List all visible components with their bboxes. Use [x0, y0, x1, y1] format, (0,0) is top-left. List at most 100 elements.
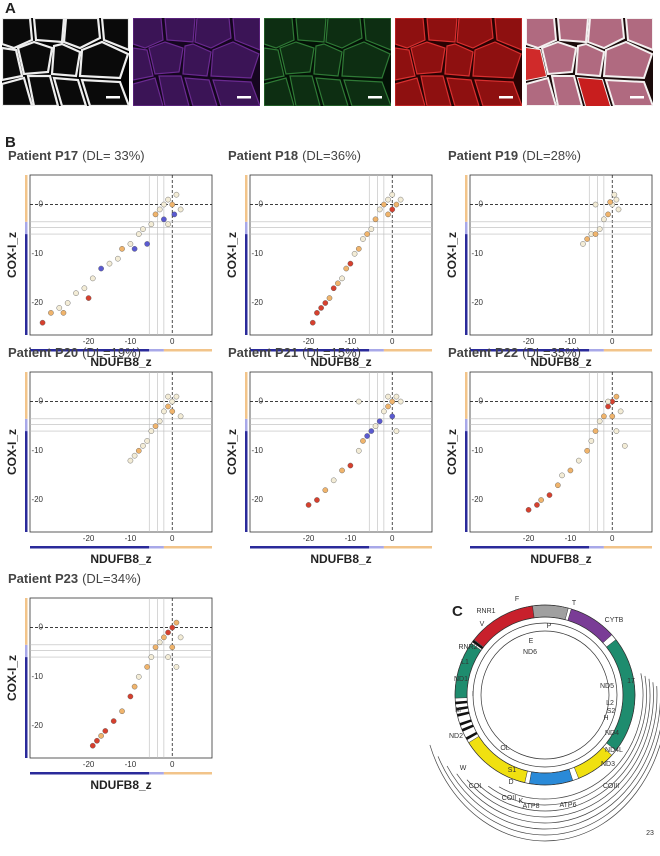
class-bar — [245, 221, 248, 235]
point — [161, 216, 167, 223]
micrograph — [133, 18, 260, 106]
scatter-plot: Patient P19 (DL=28%) -20 -10 0 0 -10 -20 NDUFB8_… — [445, 148, 653, 369]
point — [119, 246, 125, 252]
point — [601, 216, 607, 223]
y-tick-label: -10 — [251, 249, 263, 258]
gene-label: D — [508, 779, 513, 786]
class-bar — [250, 546, 370, 549]
class-bar — [245, 372, 248, 419]
class-bar — [25, 644, 28, 658]
point — [177, 634, 184, 641]
y-tick-label: -20 — [471, 298, 483, 307]
class-bar — [250, 349, 370, 352]
gene-label: OL — [500, 745, 509, 752]
chart-title: Patient P17 (DL= 33%) — [8, 148, 145, 163]
point — [364, 433, 370, 439]
gene-label: T — [572, 600, 577, 607]
chart-title: Patient P18 (DL=36%) — [228, 148, 361, 163]
class-bar — [465, 175, 468, 222]
trna-mark — [455, 706, 469, 711]
x-tick-label: -20 — [523, 534, 535, 543]
point — [131, 452, 138, 459]
class-bar — [163, 546, 212, 549]
point — [152, 211, 159, 218]
point — [355, 398, 362, 405]
point — [364, 231, 370, 237]
point — [397, 196, 404, 203]
micrograph — [395, 18, 522, 106]
y-axis-label: COX-I_z — [5, 655, 19, 701]
gene-label: RNR2 — [458, 644, 477, 651]
gene-label: ND4 — [605, 730, 619, 737]
plot-frame — [469, 174, 653, 336]
gene-label: ND1 — [454, 676, 468, 683]
point — [144, 664, 150, 670]
title-dl: (DL=15%) — [302, 345, 361, 360]
y-tick-label: -10 — [471, 249, 483, 258]
point — [314, 310, 320, 316]
trna-mark — [472, 639, 484, 650]
plot-frame — [249, 174, 433, 336]
point — [555, 482, 561, 489]
panel-label: A — [5, 0, 16, 17]
point — [171, 211, 178, 218]
trna-mark — [457, 711, 470, 717]
point — [393, 428, 400, 434]
point — [135, 673, 142, 680]
gene-label: ND6 — [523, 649, 537, 656]
gene-label: L1 — [461, 659, 469, 666]
class-bar — [149, 772, 164, 775]
point — [305, 502, 312, 508]
point — [161, 408, 167, 415]
class-bar — [369, 349, 384, 352]
class-bar — [25, 431, 28, 532]
point — [131, 683, 138, 690]
class-bar — [465, 372, 468, 419]
point — [343, 265, 350, 272]
x-tick-label: -10 — [125, 760, 137, 769]
panel-label: C — [452, 603, 463, 620]
y-axis-label: COX-I_z — [5, 232, 19, 278]
point — [131, 246, 138, 252]
point — [318, 305, 324, 311]
panel-label: B — [5, 134, 16, 151]
plot-frame — [469, 371, 653, 533]
point — [613, 393, 620, 400]
point — [73, 290, 79, 296]
title-dl: (DL=19%) — [82, 345, 141, 360]
point — [596, 418, 603, 425]
y-axis-label: COX-I_z — [445, 429, 459, 475]
point — [165, 403, 171, 410]
title-patient: Patient P18 — [228, 148, 298, 163]
deletion-label: 23 — [646, 830, 654, 837]
y-axis-label: COX-I_z — [445, 232, 459, 278]
class-bar — [470, 349, 590, 352]
x-tick-label: 0 — [170, 760, 175, 769]
x-tick-label: -20 — [303, 534, 315, 543]
gene-label: P — [547, 623, 552, 630]
gene-label: ATP8 — [523, 803, 540, 810]
y-tick-label: 0 — [39, 397, 44, 406]
deletion-arc — [477, 678, 651, 812]
point — [330, 285, 337, 292]
point — [601, 413, 607, 420]
gene-label: ND5 — [600, 683, 614, 690]
chart-title: Patient P22 (DL=35%) — [448, 345, 581, 360]
point — [347, 260, 354, 267]
scatter-plot: Patient P21 (DL=15%) -20 -10 0 0 -10 -20 NDUFB8_… — [225, 345, 433, 566]
point — [156, 418, 163, 425]
y-tick-label: 0 — [479, 200, 484, 209]
scatter-plot: Patient P23 (DL=34%) -20 -10 0 0 -10 -20 NDUFB8_… — [5, 571, 213, 792]
point — [144, 241, 150, 247]
point — [389, 398, 396, 405]
point — [110, 718, 117, 724]
y-axis-label: COX-I_z — [225, 232, 239, 278]
gene-label: I — [472, 691, 474, 698]
plot-frame — [29, 597, 213, 759]
class-bar — [25, 598, 28, 645]
micrograph — [526, 18, 653, 106]
point — [169, 408, 176, 415]
class-bar — [465, 431, 468, 532]
